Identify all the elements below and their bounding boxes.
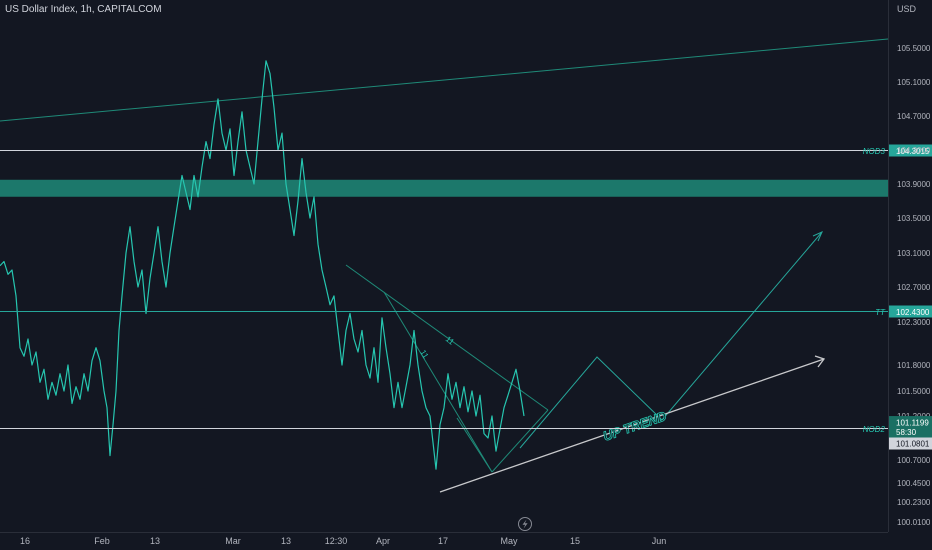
flash-icon[interactable] [518, 517, 532, 531]
level-label: NOD2 [863, 425, 886, 434]
channel-upper-line [345, 264, 549, 411]
wedge-line [491, 409, 549, 473]
x-tick-label: 15 [570, 536, 580, 546]
y-tick-label: 102.7000 [897, 283, 931, 292]
x-tick-label: Apr [376, 536, 390, 546]
x-tick-label: 12:30 [325, 536, 348, 546]
levels-layer: NOD3 104.3015 TT 102.4300 NOD2 [0, 144, 932, 434]
y-tick-label: 100.2300 [897, 498, 931, 507]
channel-label: 11 [418, 348, 430, 360]
price-axis[interactable]: 105.5000 105.1000 104.7000 104.3000 103.9000… [889, 44, 932, 527]
channel-lower-line [383, 291, 493, 473]
y-tick-label: 105.5000 [897, 44, 931, 53]
up-trend-label: UP TREND [601, 408, 669, 444]
x-tick-label: 17 [438, 536, 448, 546]
x-tick-label: May [500, 536, 518, 546]
x-tick-label: Jun [652, 536, 667, 546]
series-layer [0, 60, 525, 470]
y-tick-label: 104.3000 [897, 146, 931, 155]
chart-title: US Dollar Index, 1h, CAPITALCOM [5, 4, 162, 15]
currency-label: USD [897, 4, 917, 14]
countdown-text: 58:30 [896, 428, 917, 437]
x-tick-label: Mar [225, 536, 241, 546]
projection-arrowhead [812, 231, 823, 242]
x-tick-label: Feb [94, 536, 110, 546]
up-trend-arrowhead [814, 355, 826, 368]
y-tick-label: 100.7000 [897, 456, 931, 465]
y-tick-label: 105.1000 [897, 78, 931, 87]
price-line [0, 60, 525, 470]
x-tick-label: 13 [281, 536, 291, 546]
level-price-text: 104.3015 [896, 147, 930, 156]
y-tick-label: 100.4500 [897, 479, 931, 488]
projection-path [519, 231, 823, 449]
y-tick-label: 103.1000 [897, 249, 931, 258]
level-label: NOD3 [863, 147, 886, 156]
y-tick-label: 100.0100 [897, 518, 931, 527]
x-tick-label: 13 [150, 536, 160, 546]
zone-band [0, 179, 888, 197]
y-tick-label: 103.9000 [897, 180, 931, 189]
up-trend-line [439, 358, 825, 493]
x-tick-label: 16 [20, 536, 30, 546]
level-price-text: 102.4300 [896, 308, 930, 317]
level-price-tag [889, 305, 932, 318]
y-tick-label: 102.3000 [897, 318, 931, 327]
y-tick-label: 101.5000 [897, 387, 931, 396]
current-price-tag [889, 416, 932, 439]
level-price-text: 101.0801 [896, 440, 930, 449]
long-trend-line [0, 38, 889, 122]
level-price-tag [889, 437, 932, 450]
time-axis[interactable]: 16 Feb 13 Mar 13 12:30 Apr 17 May 15 Jun [20, 536, 666, 546]
current-price-text: 101.1199 [896, 419, 929, 428]
level-price-tag [889, 144, 932, 157]
level-label: TT [875, 308, 886, 317]
y-tick-label: 104.7000 [897, 112, 931, 121]
y-tick-label: 101.8000 [897, 361, 931, 370]
wedge-line [456, 417, 493, 473]
y-tick-label: 103.5000 [897, 214, 931, 223]
